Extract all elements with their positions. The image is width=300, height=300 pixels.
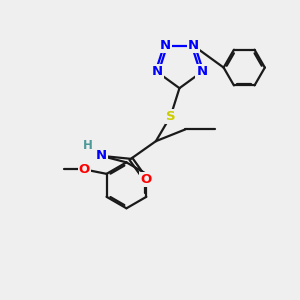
Text: S: S	[166, 110, 175, 123]
Text: O: O	[79, 163, 90, 176]
Text: N: N	[152, 65, 163, 78]
Text: O: O	[140, 173, 151, 186]
Text: N: N	[188, 39, 199, 52]
Text: N: N	[160, 39, 171, 52]
Text: N: N	[196, 65, 207, 78]
Text: H: H	[83, 139, 93, 152]
Text: N: N	[96, 149, 107, 162]
